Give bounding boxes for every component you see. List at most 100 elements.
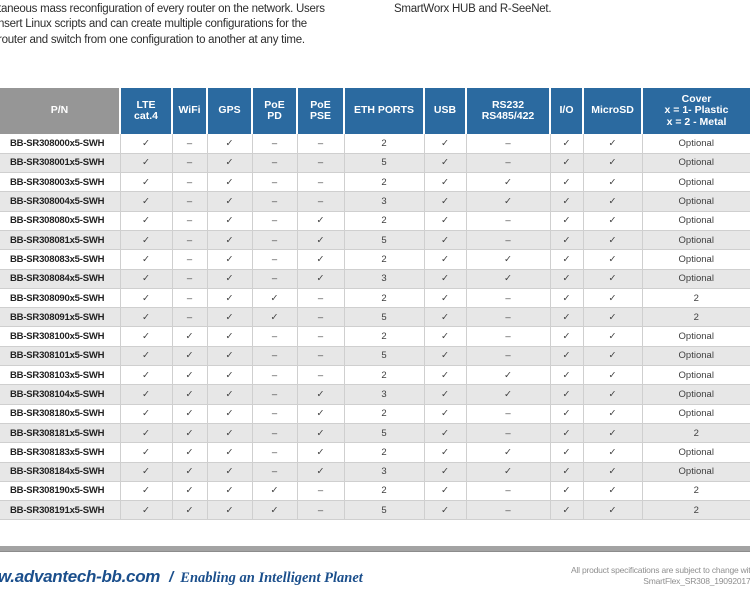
table-row: BB-SR308081x5-SWH ✓ – ✓ – ✓ 5 ✓ – ✓ ✓ Optional	[0, 230, 750, 251]
cell-microsd: ✓	[583, 326, 643, 347]
cell-poe-pse: –	[297, 288, 345, 309]
cell-gps: ✓	[207, 423, 253, 444]
cell-poe-pse: ✓	[297, 423, 345, 444]
cell-poe-pse: –	[297, 481, 345, 502]
cell-poe-pse: –	[297, 500, 345, 521]
cell-microsd: ✓	[583, 288, 643, 309]
table-row: BB-SR308103x5-SWH ✓ ✓ ✓ – –2 ✓ ✓ ✓ ✓ Optional	[0, 365, 750, 386]
cell-usb: ✓	[424, 326, 467, 347]
footer-brand: w.advantech-bb.com / Enabling an Intellige…	[0, 567, 363, 587]
cell-microsd: ✓	[583, 462, 643, 482]
cell-gps: ✓	[207, 211, 253, 231]
cell-eth: 5	[344, 423, 425, 444]
cell-microsd: ✓	[583, 230, 643, 251]
cell-gps: ✓	[207, 404, 253, 424]
cell-rs232: –	[466, 481, 551, 502]
cell-microsd: ✓	[583, 404, 643, 424]
col-header-pn: P/N	[0, 88, 121, 134]
cell-cover: Optional	[642, 442, 750, 463]
cell-rs232: –	[466, 307, 551, 328]
col-header-io: I/O	[550, 88, 584, 134]
cell-eth: 3	[344, 462, 425, 482]
cell-usb: ✓	[424, 481, 467, 502]
table-row: BB-SR308184x5-SWH ✓ ✓ ✓ – ✓ 3 ✓ ✓ ✓ ✓ Optional	[0, 462, 750, 482]
cell-gps: ✓	[207, 384, 253, 405]
cell-pn: BB-SR308084x5-SWH	[0, 269, 121, 289]
cell-poe-pd: –	[252, 462, 298, 482]
table-row: BB-SR308001x5-SWH ✓ – ✓ – –5 ✓ – ✓ ✓ Optional	[0, 153, 750, 174]
cell-io: ✓	[550, 269, 584, 289]
cell-poe-pd: –	[252, 191, 298, 212]
cell-poe-pd: ✓	[252, 307, 298, 328]
table-row: BB-SR308091x5-SWH ✓ – ✓ ✓ –5 ✓ – ✓ ✓ 2	[0, 307, 750, 328]
cell-eth: 2	[344, 249, 425, 270]
footer-divider	[0, 546, 750, 552]
cell-rs232: ✓	[466, 462, 551, 482]
cell-wifi: –	[172, 249, 208, 270]
cell-microsd: ✓	[583, 307, 643, 328]
cell-lte: ✓	[120, 365, 173, 386]
cell-poe-pd: ✓	[252, 481, 298, 502]
cell-microsd: ✓	[583, 423, 643, 444]
cell-poe-pd: –	[252, 134, 298, 154]
table-header-row: P/N LTE cat.4 WiFi GPS PoE PD PoE PSE ETH PORTS US…	[0, 88, 750, 134]
table-row: BB-SR308181x5-SWH ✓ ✓ ✓ – ✓ 5 ✓ – ✓ ✓ 2	[0, 423, 750, 444]
cell-io: ✓	[550, 211, 584, 231]
cell-microsd: ✓	[583, 365, 643, 386]
cell-lte: ✓	[120, 211, 173, 231]
cell-io: ✓	[550, 442, 584, 463]
cell-lte: ✓	[120, 326, 173, 347]
cell-lte: ✓	[120, 249, 173, 270]
cell-wifi: ✓	[172, 481, 208, 502]
cell-lte: ✓	[120, 172, 173, 193]
cell-eth: 3	[344, 269, 425, 289]
cell-usb: ✓	[424, 423, 467, 444]
cell-lte: ✓	[120, 230, 173, 251]
cell-pn: BB-SR308103x5-SWH	[0, 365, 121, 386]
cell-microsd: ✓	[583, 269, 643, 289]
cell-usb: ✓	[424, 191, 467, 212]
cell-rs232: –	[466, 346, 551, 367]
col-header-poe-pd: PoE PD	[252, 88, 298, 134]
cell-cover: 2	[642, 307, 750, 328]
cell-microsd: ✓	[583, 481, 643, 502]
cell-poe-pd: –	[252, 442, 298, 463]
cell-poe-pse: ✓	[297, 384, 345, 405]
cell-cover: Optional	[642, 404, 750, 424]
cell-io: ✓	[550, 404, 584, 424]
cell-pn: BB-SR308104x5-SWH	[0, 384, 121, 405]
cell-rs232: ✓	[466, 384, 551, 405]
col-header-gps: GPS	[207, 88, 253, 134]
cell-gps: ✓	[207, 249, 253, 270]
cell-cover: Optional	[642, 191, 750, 212]
cell-poe-pse: –	[297, 346, 345, 367]
cell-gps: ✓	[207, 153, 253, 174]
cell-microsd: ✓	[583, 442, 643, 463]
cell-eth: 3	[344, 191, 425, 212]
cell-gps: ✓	[207, 326, 253, 347]
cell-lte: ✓	[120, 481, 173, 502]
cell-poe-pd: –	[252, 153, 298, 174]
cell-pn: BB-SR308181x5-SWH	[0, 423, 121, 444]
cell-usb: ✓	[424, 442, 467, 463]
cell-poe-pd: –	[252, 326, 298, 347]
table-row: BB-SR308104x5-SWH ✓ ✓ ✓ – ✓ 3 ✓ ✓ ✓ ✓ Optional	[0, 384, 750, 405]
cell-io: ✓	[550, 365, 584, 386]
cell-pn: BB-SR308180x5-SWH	[0, 404, 121, 424]
cell-eth: 2	[344, 442, 425, 463]
cell-poe-pd: –	[252, 346, 298, 367]
cell-wifi: –	[172, 172, 208, 193]
table-row: BB-SR308083x5-SWH ✓ – ✓ – ✓ 2 ✓ ✓ ✓ ✓ Optional	[0, 249, 750, 270]
table-row: BB-SR308191x5-SWH ✓ ✓ ✓ ✓ –5 ✓ – ✓ ✓ 2	[0, 500, 750, 521]
cell-io: ✓	[550, 384, 584, 405]
website-link[interactable]: w.advantech-bb.com	[0, 567, 161, 586]
cell-rs232: –	[466, 153, 551, 174]
cell-cover: Optional	[642, 365, 750, 386]
cell-lte: ✓	[120, 153, 173, 174]
cell-lte: ✓	[120, 307, 173, 328]
cell-microsd: ✓	[583, 346, 643, 367]
cell-usb: ✓	[424, 346, 467, 367]
cell-poe-pse: –	[297, 153, 345, 174]
cell-poe-pd: –	[252, 269, 298, 289]
cell-poe-pse: ✓	[297, 404, 345, 424]
